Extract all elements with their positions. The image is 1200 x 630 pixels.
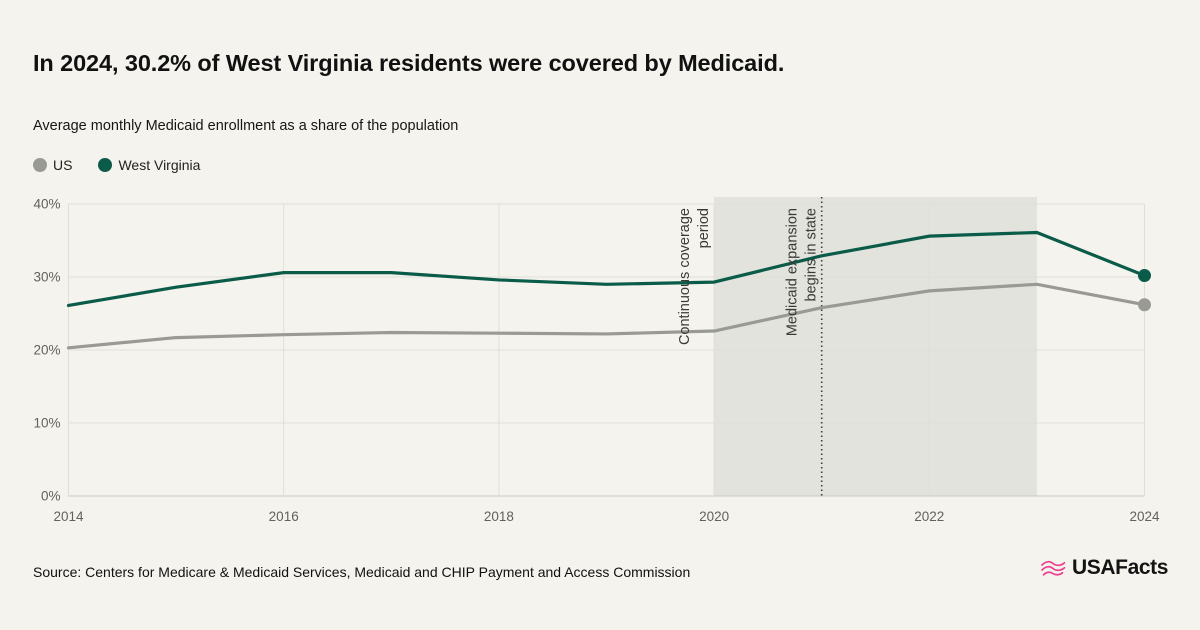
y-tick-label-10: 10% <box>33 416 60 431</box>
usafacts-wordmark: USAFacts <box>1072 556 1168 579</box>
page-title: In 2024, 30.2% of West Virginia resident… <box>33 50 785 76</box>
chart-subtitle: Average monthly Medicaid enrollment as a… <box>33 118 459 134</box>
annotation-medicaid-expansion-line-1: Medicaid expansion <box>785 208 801 336</box>
legend-label-west-virginia: West Virginia <box>118 157 201 173</box>
y-tick-label-0: 0% <box>41 489 61 504</box>
annotation-medicaid-expansion-line-2: begins in state <box>804 208 820 302</box>
x-tick-label-2022: 2022 <box>914 509 944 524</box>
endpoint-dot-us <box>1138 298 1151 312</box>
x-tick-label-2024: 2024 <box>1129 509 1160 524</box>
x-tick-label-2016: 2016 <box>269 509 299 524</box>
y-tick-label-40: 40% <box>33 197 60 212</box>
series-line-us <box>66 282 1147 350</box>
legend-swatch-west-virginia-icon <box>98 158 113 172</box>
legend-swatch-us-icon <box>33 158 47 172</box>
y-tick-label-30: 30% <box>33 270 60 285</box>
annotation-continuous-coverage-line-1: Continuous coverage <box>677 208 693 345</box>
continuous-coverage-shaded-region <box>714 197 1037 496</box>
x-tick-label-2014: 2014 <box>53 509 84 524</box>
endpoint-dot-west-virginia <box>1138 269 1151 283</box>
usafacts-flag-icon <box>1041 560 1066 576</box>
chart-legend: US West Virginia <box>33 157 200 173</box>
legend-item-us: US <box>33 157 72 173</box>
series-line-west-virginia <box>66 230 1147 308</box>
x-tick-label-2018: 2018 <box>484 509 514 524</box>
legend-label-us: US <box>53 157 73 173</box>
usafacts-logo: USAFacts <box>1040 556 1168 580</box>
y-tick-label-20: 20% <box>33 343 60 358</box>
x-tick-label-2020: 2020 <box>699 509 729 524</box>
legend-item-west-virginia: West Virginia <box>98 157 200 173</box>
source-note: Source: Centers for Medicare & Medicaid … <box>33 564 691 580</box>
annotation-continuous-coverage-line-2: period <box>696 208 712 248</box>
